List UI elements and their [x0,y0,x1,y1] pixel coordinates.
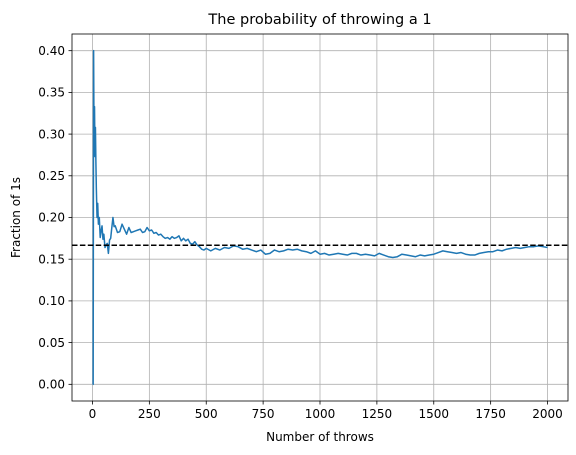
grid-lines [72,34,568,401]
y-tick-label: 0.35 [38,86,65,100]
x-axis-label: Number of throws [266,430,374,444]
x-tick-label: 2000 [532,407,563,421]
y-tick-label: 0.00 [38,378,65,392]
y-tick-label: 0.20 [38,211,65,225]
series-line [92,49,548,386]
y-tick-label: 0.30 [38,127,65,141]
y-tick-label: 0.40 [38,44,65,58]
x-tick-label: 1750 [475,407,506,421]
chart-title: The probability of throwing a 1 [207,12,431,28]
x-tick-label: 250 [138,407,161,421]
axis-ticks: 0 250 500 750 1000 1250 1500 1750 2000 0.00 0.05 0.… [38,44,563,421]
series-layer [92,49,548,386]
x-tick-label: 500 [195,407,218,421]
y-tick-label: 0.05 [38,336,65,350]
y-tick-label: 0.10 [38,294,65,308]
x-tick-label: 1000 [305,407,336,421]
x-tick-label: 1250 [362,407,393,421]
x-tick-label: 1500 [418,407,449,421]
y-axis-label: Fraction of 1s [9,177,23,258]
x-tick-label: 750 [252,407,275,421]
x-tick-label: 0 [89,407,97,421]
y-tick-label: 0.25 [38,169,65,183]
y-tick-label: 0.15 [38,252,65,266]
